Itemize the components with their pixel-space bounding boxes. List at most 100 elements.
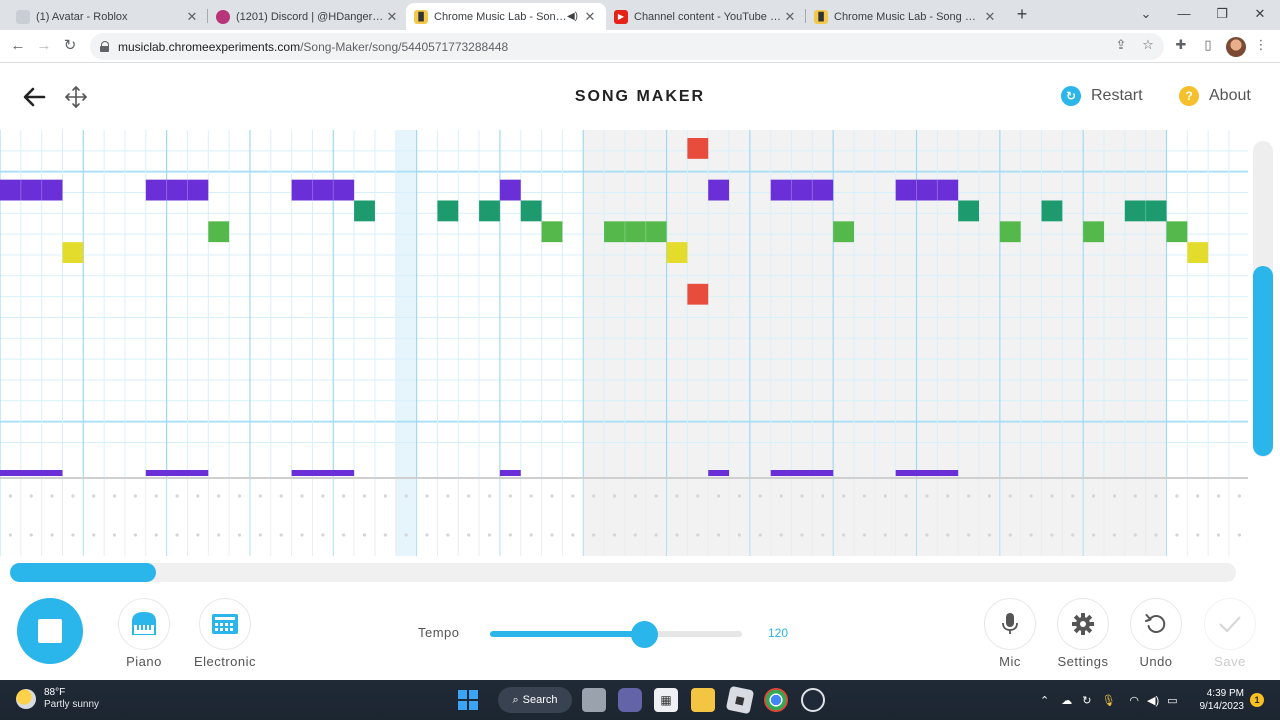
settings-label: Settings: [1057, 654, 1109, 669]
bookmark-star-icon[interactable]: ☆: [1142, 37, 1154, 52]
extensions-puzzle-icon[interactable]: ✚: [1175, 37, 1187, 52]
note-cell: [770, 179, 834, 201]
vertical-scroll-thumb[interactable]: [1253, 266, 1273, 456]
rhythm-dot: [383, 533, 387, 537]
tab-search-chevron-icon[interactable]: ⌄: [1140, 6, 1152, 21]
close-icon[interactable]: ✕: [984, 8, 996, 24]
browser-back-icon[interactable]: ←: [10, 37, 26, 54]
rhythm-dot: [821, 494, 825, 498]
browser-tab-music-lab-active[interactable]: ▐▌ Chrome Music Lab - Song M ◀) ✕: [406, 3, 606, 30]
rhythm-dot: [1196, 533, 1200, 537]
chrome-icon[interactable]: [764, 688, 788, 712]
note-cell: [499, 179, 521, 201]
settings-button[interactable]: Settings: [1043, 598, 1123, 669]
close-icon[interactable]: ✕: [784, 8, 796, 24]
electronic-rhythm-button[interactable]: Electronic: [185, 598, 265, 669]
rhythm-dot: [904, 533, 908, 537]
restart-button[interactable]: ↻ Restart: [1061, 86, 1143, 106]
close-icon[interactable]: ✕: [584, 8, 596, 24]
bass-note-marker: [895, 470, 959, 476]
windows-start-icon[interactable]: [456, 688, 480, 712]
reload-icon[interactable]: ↻: [63, 37, 77, 54]
wifi-icon[interactable]: ◠: [1129, 694, 1140, 707]
rhythm-dot: [467, 494, 471, 498]
browser-tab-music-lab[interactable]: ▐▌ Chrome Music Lab - Song Maker ✕: [806, 3, 1006, 30]
window-close-button[interactable]: ✕: [1254, 6, 1266, 21]
share-icon[interactable]: ⇪: [1115, 37, 1127, 52]
rhythm-dot: [29, 533, 33, 537]
rhythm-dot: [654, 533, 658, 537]
browser-menu-icon[interactable]: ⋮: [1254, 37, 1268, 52]
bass-note-marker: [145, 470, 209, 476]
song-grid[interactable]: [0, 130, 1248, 556]
note-cell: [833, 221, 855, 243]
sync-icon[interactable]: ↻: [1082, 694, 1092, 707]
volume-icon[interactable]: ◀): [1147, 694, 1160, 707]
close-icon[interactable]: ✕: [186, 8, 198, 24]
rhythm-dot: [1029, 494, 1033, 498]
microsoft-store-icon[interactable]: ▦: [654, 688, 678, 712]
taskbar-clock[interactable]: 4:39 PM 9/14/2023: [1196, 687, 1245, 713]
save-button[interactable]: Save: [1190, 598, 1270, 669]
obs-studio-icon[interactable]: [801, 688, 825, 712]
battery-icon[interactable]: ▭: [1167, 694, 1178, 707]
roblox-app-icon[interactable]: ◼: [725, 685, 755, 715]
tab-title: Channel content - YouTube Studi: [634, 10, 782, 23]
speaker-icon[interactable]: ◀): [566, 11, 578, 22]
notification-badge[interactable]: 1: [1250, 693, 1264, 707]
browser-tab-youtube-studio[interactable]: ▶ Channel content - YouTube Studi ✕: [606, 3, 806, 30]
rhythm-dot: [404, 494, 408, 498]
side-panel-icon[interactable]: ▯: [1204, 37, 1212, 52]
horizontal-scrollbar[interactable]: [10, 563, 1236, 582]
browser-forward-icon[interactable]: →: [36, 37, 52, 54]
tempo-slider-handle[interactable]: [631, 621, 658, 648]
rhythm-dot: [1175, 533, 1179, 537]
browser-tab-discord[interactable]: (1201) Discord | @HDanger21 ✕: [208, 3, 408, 30]
piano-icon: [132, 612, 156, 635]
about-button[interactable]: ? About: [1179, 86, 1251, 106]
minimize-button[interactable]: —: [1177, 6, 1191, 21]
taskbar-search-button[interactable]: ⌕ Search: [498, 687, 572, 713]
stop-button[interactable]: [17, 598, 83, 664]
weather-widget[interactable]: 88°F Partly sunny: [16, 687, 99, 711]
task-view-icon[interactable]: [582, 688, 606, 712]
rhythm-dot: [987, 494, 992, 498]
gear-icon: [1072, 613, 1094, 635]
note-cell: [1124, 200, 1167, 222]
rhythm-dot: [987, 533, 992, 537]
youtube-icon: ▶: [614, 9, 628, 24]
new-tab-button[interactable]: +: [1016, 4, 1028, 24]
browser-tab-roblox[interactable]: (1) Avatar - Roblox ✕: [8, 3, 208, 30]
maximize-button[interactable]: ❐: [1216, 6, 1228, 21]
microphone-icon: [1002, 613, 1018, 634]
url-host: musiclab.chromeexperiments.com: [118, 39, 301, 54]
show-hidden-icons-chevron-icon[interactable]: ⌃: [1040, 694, 1050, 707]
note-cell: [687, 283, 709, 305]
teams-chat-icon[interactable]: [618, 688, 642, 712]
rhythm-dot: [612, 494, 617, 498]
undo-button[interactable]: Undo: [1116, 598, 1196, 669]
rhythm-dot: [8, 494, 13, 498]
rhythm-dot: [842, 494, 846, 498]
piano-instrument-button[interactable]: Piano: [104, 598, 184, 669]
file-explorer-icon[interactable]: [691, 688, 715, 712]
rhythm-dot: [112, 533, 117, 537]
tempo-label: Tempo: [418, 625, 460, 640]
close-icon[interactable]: ✕: [386, 8, 398, 24]
bass-note-marker: [0, 470, 63, 476]
microphone-tray-icon[interactable]: 🎙: [1101, 694, 1116, 707]
rhythm-dot: [529, 494, 533, 498]
back-arrow-icon[interactable]: [22, 86, 46, 108]
horizontal-scroll-thumb[interactable]: [10, 563, 156, 582]
move-arrows-icon[interactable]: [64, 85, 88, 109]
mic-button[interactable]: Mic: [970, 598, 1050, 669]
address-bar[interactable]: musiclab.chromeexperiments.com/Song-Make…: [90, 33, 1164, 60]
rhythm-dot: [321, 494, 325, 498]
rhythm-dot: [446, 533, 450, 537]
note-grid-canvas[interactable]: [0, 130, 1248, 556]
note-cell: [958, 200, 980, 222]
rhythm-dot: [842, 533, 846, 537]
onedrive-cloud-icon[interactable]: ☁: [1061, 694, 1073, 707]
profile-avatar[interactable]: [1226, 37, 1246, 57]
undo-label: Undo: [1139, 654, 1173, 669]
